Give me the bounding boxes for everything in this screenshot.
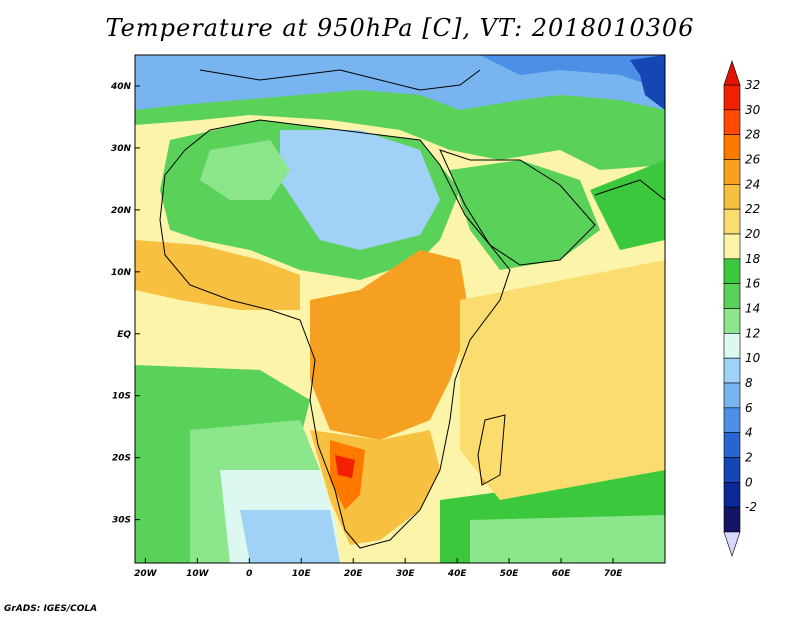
colorbar-label: 0 bbox=[745, 475, 753, 489]
colorbar-label: 26 bbox=[745, 153, 761, 167]
y-tick-label: 40N bbox=[110, 82, 132, 92]
colorbar-label: 12 bbox=[745, 326, 760, 340]
colorbar-segment bbox=[723, 159, 741, 185]
y-axis: 40N 30N 20N 10N EQ 10S 20S 30S bbox=[110, 82, 140, 526]
colorbar-label: 28 bbox=[745, 128, 761, 142]
y-tick-label: 30N bbox=[111, 144, 132, 154]
y-tick-label: 30S bbox=[112, 516, 131, 526]
x-tick-label: 70E bbox=[604, 569, 624, 579]
colorbar-segment bbox=[723, 407, 741, 433]
colorbar-label: 24 bbox=[745, 177, 760, 191]
plot-frame bbox=[134, 54, 666, 564]
colorbar-segment bbox=[723, 258, 741, 284]
y-tick-label: 20S bbox=[112, 454, 131, 464]
colorbar-label: 6 bbox=[745, 401, 753, 415]
colorbar-segment bbox=[723, 382, 741, 409]
colorbar-label: 32 bbox=[745, 78, 760, 92]
colorbar-label: 20 bbox=[745, 227, 761, 241]
colorbar-label: 14 bbox=[745, 302, 760, 316]
colorbar-segment bbox=[723, 208, 741, 235]
x-tick-label: 0 bbox=[246, 569, 252, 579]
colorbar-label: 30 bbox=[745, 103, 761, 117]
x-axis: 20W 10W 0 10E 20E 30E 40E 50E 60E 70E bbox=[134, 558, 623, 579]
x-tick-label: 20E bbox=[344, 569, 364, 579]
colorbar-segment bbox=[723, 432, 741, 458]
colorbar-segment bbox=[723, 457, 741, 483]
x-tick-label: 60E bbox=[552, 569, 572, 579]
y-tick-label: EQ bbox=[117, 330, 131, 340]
coastlines bbox=[159, 69, 665, 549]
x-tick-label: 50E bbox=[500, 569, 520, 579]
colorbar-label: 18 bbox=[745, 252, 761, 266]
y-tick-label: 10N bbox=[111, 268, 132, 278]
x-tick-label: 40E bbox=[447, 569, 468, 579]
colorbar-label: 10 bbox=[745, 351, 761, 365]
colorbar-segment bbox=[723, 283, 741, 309]
colorbar-label: 16 bbox=[745, 277, 761, 291]
colorbar-label: 2 bbox=[745, 451, 753, 465]
colorbar-segment bbox=[723, 357, 741, 384]
colorbar-segment bbox=[723, 482, 741, 508]
grads-credit: GrADS: IGES/COLA bbox=[4, 604, 98, 614]
x-tick-label: 10W bbox=[186, 569, 210, 579]
colorbar-label: 4 bbox=[745, 426, 753, 440]
colorbar-segment bbox=[723, 84, 741, 111]
temperature-field bbox=[135, 55, 665, 563]
colorbar-segment bbox=[723, 184, 741, 210]
x-tick-label: 10E bbox=[292, 569, 312, 579]
colorbar-label: -2 bbox=[745, 500, 757, 514]
colorbar-segment bbox=[723, 506, 741, 533]
x-tick-label: 30E bbox=[396, 569, 416, 579]
colorbar-top-arrow bbox=[723, 60, 741, 86]
colorbar-label: 22 bbox=[745, 202, 760, 216]
colorbar-segment bbox=[723, 308, 741, 334]
colorbar-label: 8 bbox=[745, 376, 753, 390]
colorbar-segment bbox=[723, 109, 741, 135]
colorbar-bottom-arrow bbox=[723, 531, 741, 557]
x-tick-label: 20W bbox=[134, 569, 158, 579]
map-title: Temperature at 950hPa [C], VT: 201801030… bbox=[105, 14, 695, 42]
colorbar-segment bbox=[723, 134, 741, 160]
y-tick-label: 10S bbox=[112, 392, 131, 402]
y-tick-label: 20N bbox=[111, 206, 132, 216]
colorbar-segment bbox=[723, 233, 741, 260]
colorbar-segment bbox=[723, 333, 741, 359]
